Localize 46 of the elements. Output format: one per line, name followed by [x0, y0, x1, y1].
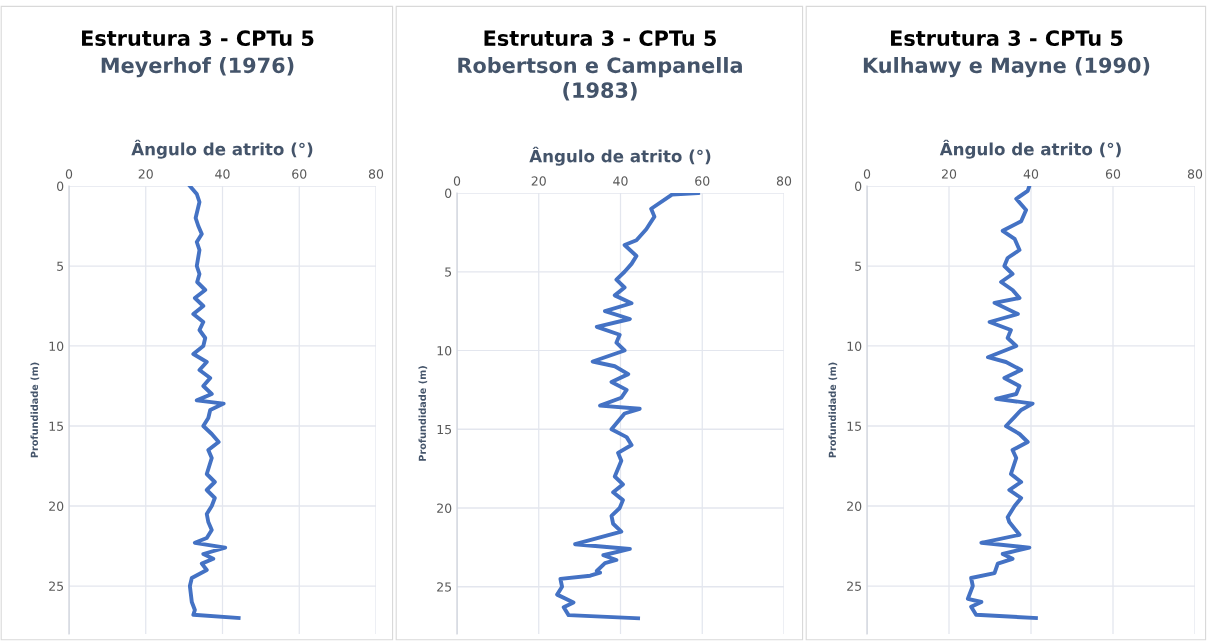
chart-title: Estrutura 3 - CPTu 5	[484, 30, 716, 47]
y-tick-label: 20	[49, 501, 64, 511]
y-tick-label: 5	[57, 261, 64, 271]
y-tick-label: 10	[437, 345, 452, 356]
y-tick-label: 25	[49, 581, 64, 591]
y-tick-label: 20	[437, 503, 452, 513]
chart-title: Estrutura 3 - CPTu 5	[891, 30, 1123, 47]
y-axis-title: Profundidade (m)	[30, 362, 40, 458]
chart-subtitle: Kulhawy e Mayne (1990)	[863, 57, 1150, 78]
y-tick-label: 5	[445, 267, 452, 277]
line-series	[187, 186, 241, 620]
chart-subtitle: Robertson e Campanella (1983)	[458, 57, 742, 101]
y-tick-label: 10	[49, 341, 64, 351]
x-tick-label: 60	[292, 169, 307, 179]
x-axis-title: Ângulo de atrito (°)	[529, 146, 711, 166]
y-tick-label: 20	[847, 501, 862, 511]
y-tick-label: 15	[49, 421, 64, 431]
x-tick-label: 80	[776, 176, 792, 186]
x-tick-label: 60	[1105, 169, 1121, 179]
chart-title: Estrutura 3 - CPTu 5	[82, 30, 314, 47]
x-tick-label: 40	[1023, 169, 1039, 179]
x-tick-label: 60	[695, 176, 710, 186]
y-tick-label: 15	[437, 424, 452, 435]
line-series	[965, 186, 1038, 620]
y-axis-title: Profundidade (m)	[828, 362, 838, 458]
line-series	[555, 193, 701, 621]
chart-subtitle: Meyerhof (1976)	[101, 57, 294, 78]
y-tick-label: 15	[847, 421, 862, 431]
y-tick-label: 25	[847, 581, 862, 591]
y-axis-title: Profundidade (m)	[418, 366, 428, 461]
x-tick-label: 80	[1187, 169, 1203, 179]
x-tick-label: 20	[138, 169, 153, 179]
x-axis-title: Ângulo de atrito (°)	[131, 139, 313, 159]
x-tick-label: 0	[65, 169, 73, 179]
x-tick-label: 0	[863, 169, 871, 179]
x-tick-label: 40	[613, 176, 628, 186]
x-tick-label: 20	[941, 169, 957, 179]
x-axis-title: Ângulo de atrito (°)	[939, 139, 1121, 159]
x-tick-label: 80	[368, 169, 384, 179]
x-tick-label: 40	[215, 169, 230, 179]
y-tick-label: 0	[445, 188, 452, 198]
x-tick-label: 20	[531, 176, 546, 186]
y-tick-label: 10	[847, 341, 862, 351]
y-tick-label: 25	[437, 582, 452, 592]
y-tick-label: 5	[855, 261, 862, 271]
x-tick-label: 0	[453, 176, 461, 186]
